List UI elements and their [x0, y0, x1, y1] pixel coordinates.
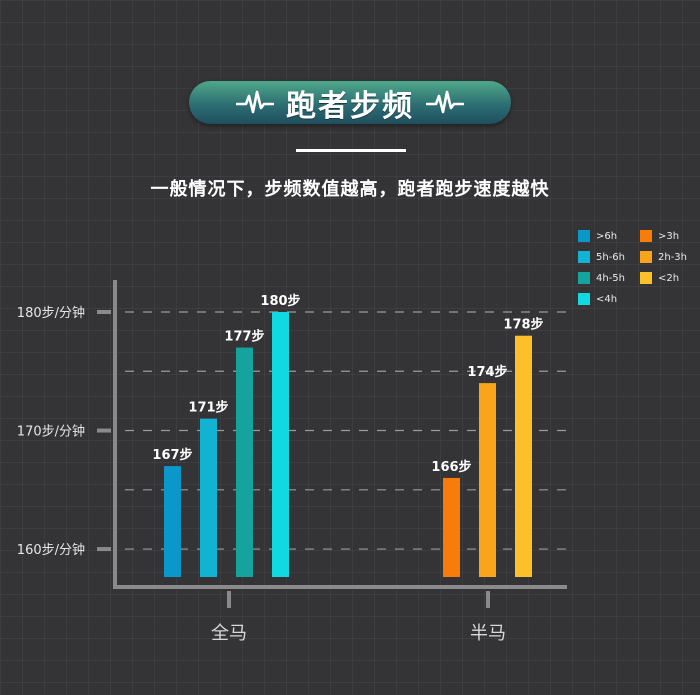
- bar: [272, 312, 289, 577]
- chart-legend: >6h >3h 5h-6h 2h-3h 4h-5h <2h <4h: [578, 229, 700, 306]
- y-tick-label: 170步/分钟: [17, 424, 85, 440]
- legend-label: 5h-6h: [596, 251, 626, 263]
- y-tick-label: 160步/分钟: [17, 542, 85, 558]
- bar: [200, 418, 217, 577]
- bar: [443, 477, 460, 577]
- legend-item: 4h-5h: [578, 271, 640, 285]
- legend-item: >6h: [578, 229, 640, 243]
- page-subtitle: 一般情况下，步频数值越高，跑者跑步速度越快: [150, 179, 550, 200]
- legend-swatch: [578, 230, 590, 242]
- heartbeat-icon: [426, 90, 464, 113]
- legend-swatch: [578, 293, 590, 305]
- legend-item: 2h-3h: [640, 250, 700, 264]
- legend-label: 2h-3h: [658, 251, 688, 263]
- bar: [236, 347, 253, 577]
- bar: [515, 335, 532, 577]
- bar-value-label: 180步: [260, 293, 300, 309]
- y-tick-label: 180步/分钟: [17, 305, 85, 321]
- heartbeat-icon: [236, 90, 274, 113]
- bar-value-label: 166步: [431, 459, 471, 475]
- legend-label: <2h: [658, 272, 680, 284]
- bar-value-label: 177步: [224, 329, 264, 345]
- legend-swatch: [578, 272, 590, 284]
- legend-item: <4h: [578, 292, 640, 306]
- legend-label: 4h-5h: [596, 272, 626, 284]
- legend-label: >3h: [658, 230, 680, 242]
- legend-item: 5h-6h: [578, 250, 640, 264]
- title-banner: 跑者步频: [189, 81, 511, 124]
- bar-value-label: 171步: [188, 400, 228, 416]
- legend-swatch: [578, 251, 590, 263]
- legend-swatch: [640, 251, 652, 263]
- category-label: 全马: [211, 623, 247, 644]
- legend-item: >3h: [640, 229, 700, 243]
- legend-label: <4h: [596, 293, 618, 305]
- legend-label: >6h: [596, 230, 618, 242]
- bar-value-label: 174步: [467, 364, 507, 380]
- bar: [164, 466, 181, 577]
- bar-value-label: 167步: [152, 447, 192, 463]
- bar: [479, 383, 496, 577]
- bar-value-label: 178步: [503, 317, 543, 333]
- legend-swatch: [640, 230, 652, 242]
- legend-swatch: [640, 272, 652, 284]
- legend-item: <2h: [640, 271, 700, 285]
- title-divider: [296, 149, 406, 152]
- category-label: 半马: [470, 623, 506, 644]
- page-title: 跑者步频: [286, 88, 414, 124]
